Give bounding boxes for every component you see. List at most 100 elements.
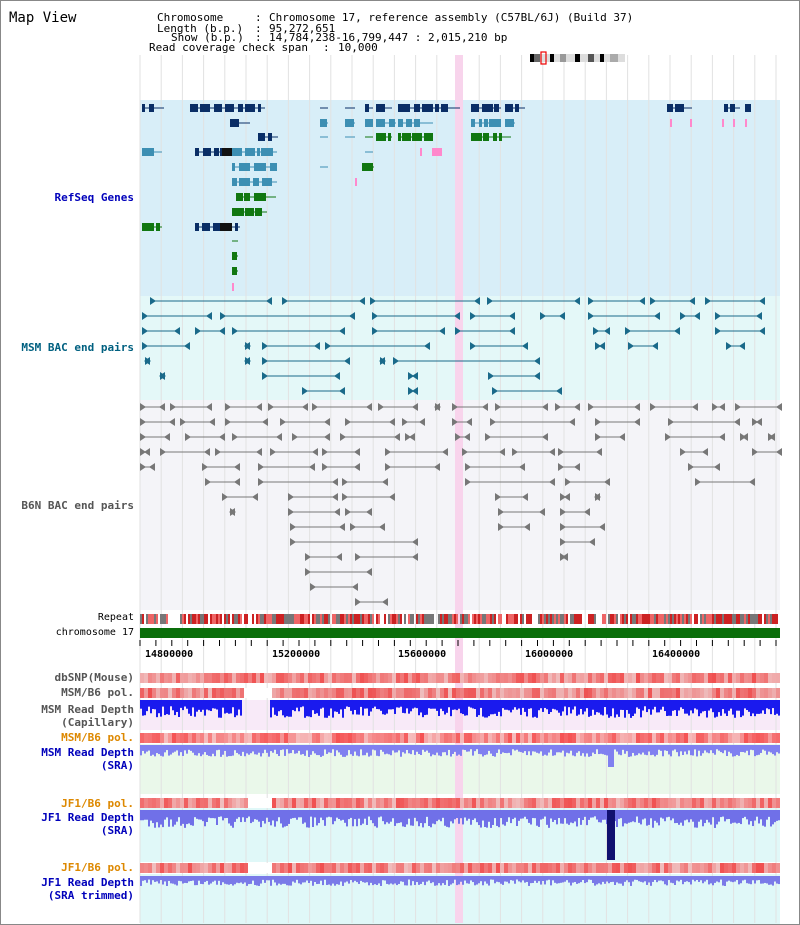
msm-depth-sra-bar (552, 745, 554, 756)
msm-depth-cap-bar (388, 700, 390, 710)
msm-depth-cap-bar (418, 700, 420, 716)
msm-depth-cap-bar (676, 700, 678, 716)
repeat-mark (278, 614, 280, 624)
msm-b6-pol2-cell (344, 733, 348, 743)
msm-depth-cap-bar (522, 700, 524, 708)
chromosome-label: Chromosome (157, 11, 224, 24)
msm-b6-pol2-cell (388, 733, 392, 743)
repeat-mark (392, 614, 394, 624)
msm-b6-pol-cell (172, 688, 176, 698)
msm-depth-sra-bar (182, 745, 184, 756)
bac-end-marker (412, 553, 418, 561)
jf1-b6-pol2-cell (604, 863, 608, 873)
jf1-depth-sra-bar (590, 810, 592, 818)
msm-depth-cap-bar (748, 700, 750, 712)
jf1-depth-sra-bar (306, 810, 308, 828)
refseq-gene (268, 133, 272, 141)
msm-depth-sra-bar (544, 745, 546, 755)
jf1-b6-pol2-cell (304, 863, 308, 873)
refseq-gene (202, 223, 210, 231)
bac-end-marker (560, 493, 566, 501)
dbsnp-cell (232, 673, 236, 683)
msm-depth-cap-bar (290, 700, 292, 717)
jf1-depth-trim-bar (430, 876, 432, 884)
bac-end-marker (345, 418, 351, 426)
msm-b6-pol2-cell (640, 733, 644, 743)
jf1-b6-pol2-cell (352, 863, 356, 873)
jf1-depth-trim-bar (344, 876, 346, 883)
repeat-mark (554, 614, 556, 624)
dbsnp-cell (728, 673, 732, 683)
bac-end-marker (332, 478, 338, 486)
repeat-mark (260, 614, 262, 624)
msm-b6-pol-cell (356, 688, 360, 698)
msm-b6-pol2-cell (220, 733, 224, 743)
jf1-b6-pol-cell (540, 798, 544, 808)
msm-depth-cap-bar (230, 700, 232, 714)
jf1-depth-sra-bar (314, 810, 316, 818)
repeat-mark (686, 614, 688, 624)
jf1-depth-trim-bar (406, 876, 408, 886)
msm-depth-sra-bar (656, 745, 658, 755)
jf1-depth-sra-bar (542, 810, 544, 819)
jf1-b6-pol2-cell (712, 863, 716, 873)
msm-depth-sra-label-1: MSM Read Depth (41, 746, 134, 759)
jf1-depth-trim-bar (424, 876, 426, 886)
msm-b6-pol-cell (720, 688, 724, 698)
jf1-depth-trim-bar (392, 876, 394, 885)
msm-depth-sra-bar (304, 745, 306, 756)
jf1-depth-sra-bar (588, 810, 590, 820)
repeat-mark (644, 614, 646, 624)
jf1-depth-sra-bar (318, 810, 320, 824)
bac-end-marker (262, 357, 268, 365)
msm-b6-pol-cell (744, 688, 748, 698)
msm-b6-pol-cell (144, 688, 148, 698)
jf1-b6-pol-track-label: JF1/B6 pol. (61, 797, 134, 810)
jf1-depth-trim-bar (262, 876, 264, 880)
msm-b6-pol-cell (312, 688, 316, 698)
jf1-depth-sra-bar (220, 810, 222, 817)
b6n-bac-track-label[interactable]: B6N BAC end pairs (21, 499, 134, 512)
msm-bac-track-label[interactable]: MSM BAC end pairs (21, 341, 134, 354)
msm-depth-cap-bar (516, 700, 518, 710)
repeat-mark (194, 614, 196, 624)
jf1-b6-pol2-cell (760, 863, 764, 873)
msm-depth-cap-bar (506, 700, 508, 710)
jf1-b6-pol2-cell (240, 863, 244, 873)
bac-end-marker (174, 327, 180, 335)
repeat-mark (612, 614, 614, 624)
dbsnp-cell (352, 673, 356, 683)
jf1-depth-trim-bar (718, 876, 720, 883)
jf1-depth-sra-bar (724, 810, 726, 822)
msm-depth-cap-bar (294, 700, 296, 712)
msm-depth-cap-bar (300, 700, 302, 708)
repeat-mark (342, 614, 344, 624)
jf1-depth-trim-bar (502, 876, 504, 885)
jf1-depth-trim-bar (140, 876, 142, 886)
bac-end-marker (588, 297, 594, 305)
jf1-b6-pol-cell (408, 798, 412, 808)
bac-end-marker (688, 463, 694, 471)
jf1-depth-trim-bar (560, 876, 562, 883)
jf1-depth-sra-bar (664, 810, 666, 822)
refseq-gene (471, 133, 482, 141)
msm-depth-cap-bar (756, 700, 758, 714)
jf1-depth-trim-bar (224, 876, 226, 884)
bac-end-marker (434, 463, 440, 471)
jf1-depth-trim-bar (244, 876, 246, 883)
jf1-b6-pol2-cell (648, 863, 652, 873)
msm-b6-pol2-cell (328, 733, 332, 743)
msm-depth-cap-bar (410, 700, 412, 712)
jf1-depth-trim-bar (190, 876, 192, 881)
repeat-mark (452, 614, 454, 624)
jf1-depth-trim-bar (534, 876, 536, 881)
jf1-depth-trim-bar (500, 876, 502, 884)
msm-depth-cap-bar (310, 700, 312, 718)
repeat-mark (538, 614, 540, 624)
msm-depth-sra-bar (652, 745, 654, 755)
jf1-depth-trim-bar (374, 876, 376, 885)
jf1-depth-sra-bar (212, 810, 214, 819)
repeat-mark (294, 614, 296, 624)
refseq-track-label[interactable]: RefSeq Genes (54, 191, 134, 204)
